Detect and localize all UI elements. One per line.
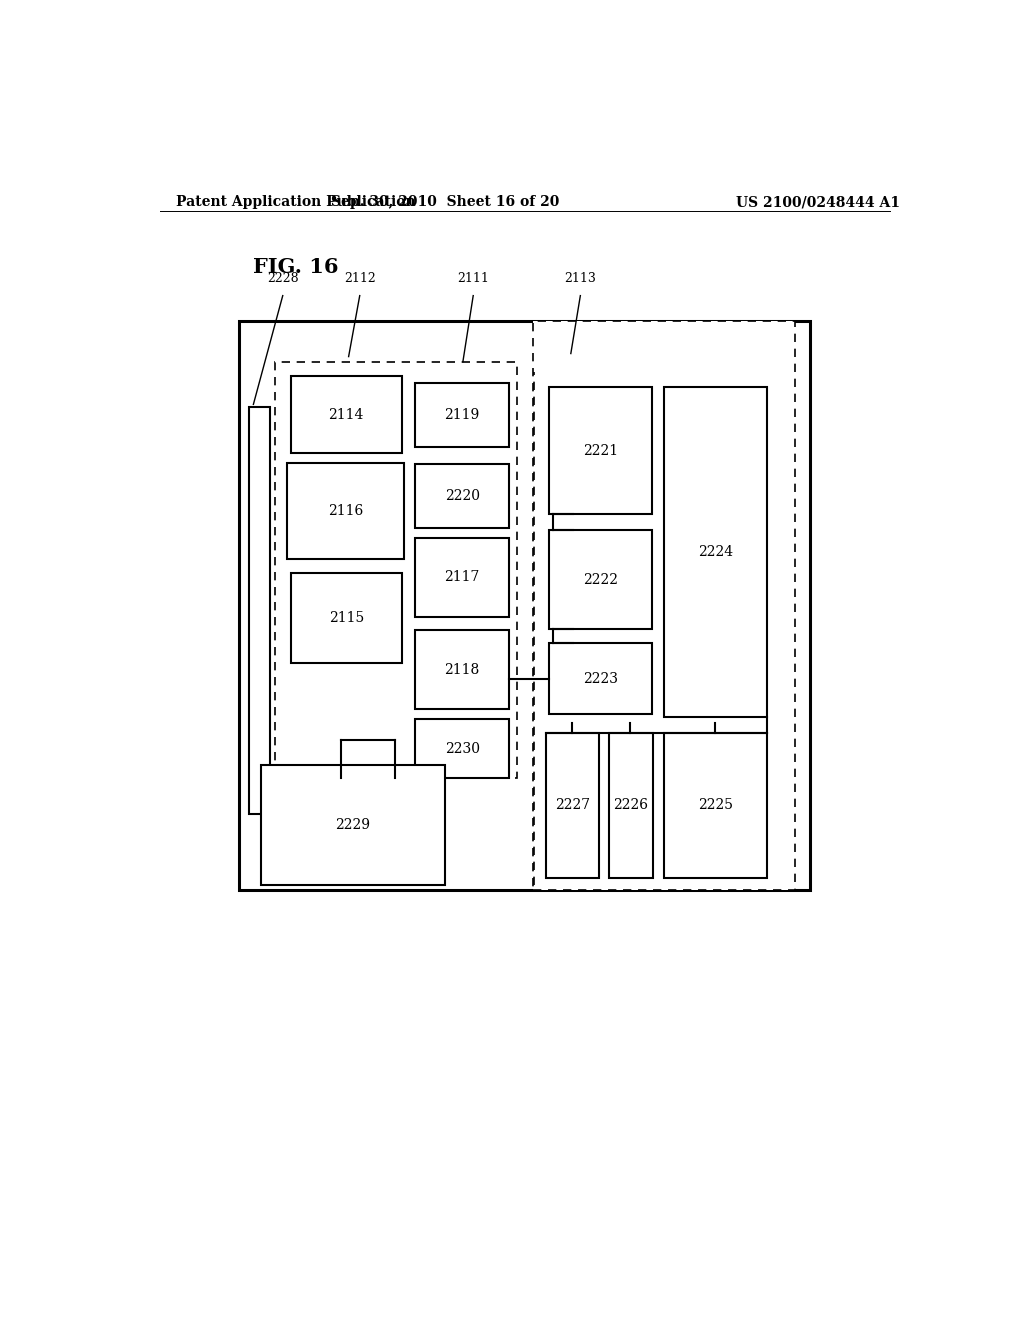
Text: FIG. 16: FIG. 16 [253, 257, 339, 277]
Bar [532, 321, 795, 890]
Bar [664, 387, 767, 718]
Bar [291, 376, 401, 453]
Text: Patent Application Publication: Patent Application Publication [176, 195, 416, 209]
Text: 2222: 2222 [583, 573, 617, 586]
Text: 2221: 2221 [583, 444, 617, 458]
Text: US 2100/0248444 A1: US 2100/0248444 A1 [736, 195, 900, 209]
Bar [416, 630, 509, 709]
Text: 2119: 2119 [444, 408, 479, 422]
Text: 2117: 2117 [444, 570, 480, 585]
Text: 2230: 2230 [444, 742, 479, 756]
Bar [416, 719, 509, 779]
Bar [664, 733, 767, 878]
Bar [546, 733, 599, 878]
Bar [274, 362, 517, 779]
Text: 2225: 2225 [697, 799, 733, 812]
Text: 2223: 2223 [583, 672, 617, 686]
Text: 2224: 2224 [697, 545, 733, 560]
Text: 2118: 2118 [444, 663, 479, 677]
Text: 2116: 2116 [328, 504, 364, 517]
Bar [549, 387, 652, 515]
Text: 2228: 2228 [267, 272, 299, 285]
Bar [549, 643, 652, 714]
Bar [249, 408, 270, 814]
Bar [287, 463, 404, 558]
Bar [416, 465, 509, 528]
Bar [609, 733, 652, 878]
Text: 2114: 2114 [329, 408, 364, 421]
Text: 2111: 2111 [458, 272, 489, 285]
Text: 2226: 2226 [613, 799, 648, 812]
Text: Sep. 30, 2010  Sheet 16 of 20: Sep. 30, 2010 Sheet 16 of 20 [331, 195, 560, 209]
Text: 2227: 2227 [555, 799, 591, 812]
Bar [549, 531, 652, 630]
Bar [416, 383, 509, 447]
Bar [416, 537, 509, 616]
Text: 2220: 2220 [444, 490, 479, 503]
Text: 2115: 2115 [329, 611, 364, 624]
Text: 2112: 2112 [344, 272, 376, 285]
Text: 2113: 2113 [564, 272, 596, 285]
Bar [260, 766, 445, 886]
Bar [240, 321, 811, 890]
Bar [291, 573, 401, 663]
Text: 2229: 2229 [336, 818, 371, 832]
